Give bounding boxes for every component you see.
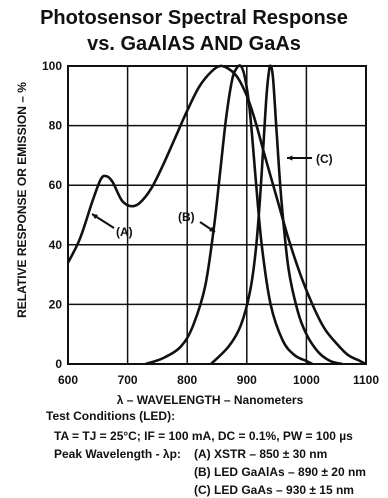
peak-b: (B) LED GaAlAs – 890 ± 20 nm	[194, 465, 366, 479]
series-line-a	[66, 64, 367, 366]
y-tick-label: 100	[42, 59, 62, 73]
chart-subtitle: vs. GaAlAS AND GaAs	[87, 33, 301, 55]
y-tick-label: 0	[55, 357, 62, 371]
plot-frame	[67, 65, 367, 365]
x-axis-label: λ – WAVELENGTH – Nanometers	[117, 393, 304, 407]
annotation-arrow-c-head	[287, 155, 293, 161]
annotation-label-c: (C)	[316, 152, 333, 166]
annotation-layer: (A) (B) (C)	[91, 152, 333, 239]
x-tick-label: 1000	[293, 373, 320, 387]
tick-layer: 600 700 800 900 1000 1100 0 20 40 60 80 100	[42, 59, 379, 387]
y-tick-label: 20	[49, 297, 63, 311]
peak-wavelength-label: Peak Wavelength - λp:	[54, 447, 181, 461]
y-tick-label: 60	[49, 178, 63, 192]
series-layer	[66, 64, 367, 366]
y-tick-label: 80	[49, 119, 63, 133]
annotation-arrow-a-head	[92, 214, 98, 220]
annotation-arrow-b-head	[209, 226, 215, 232]
peak-a: (A) XSTR – 850 ± 30 nm	[194, 447, 328, 461]
series-line-c	[210, 64, 343, 366]
peak-c: (C) LED GaAs – 930 ± 15 nm	[194, 483, 354, 497]
y-axis-label: RELATIVE RESPONSE OR EMISSION – %	[15, 82, 29, 318]
x-tick-label: 600	[58, 373, 78, 387]
annotation-label-a: (A)	[116, 225, 133, 239]
series-line-b	[145, 64, 313, 366]
x-tick-label: 1100	[353, 373, 379, 387]
test-conditions-heading: Test Conditions (LED):	[46, 409, 176, 423]
grid-layer	[67, 65, 367, 365]
chart-title: Photosensor Spectral Response	[40, 7, 348, 29]
annotation-label-b: (B)	[178, 210, 195, 224]
x-tick-label: 700	[118, 373, 138, 387]
x-tick-label: 800	[177, 373, 197, 387]
x-tick-label: 900	[237, 373, 257, 387]
y-tick-label: 40	[49, 238, 63, 252]
test-conditions-values: TA = TJ = 25°C; IF = 100 mA, DC = 0.1%, …	[54, 429, 353, 443]
